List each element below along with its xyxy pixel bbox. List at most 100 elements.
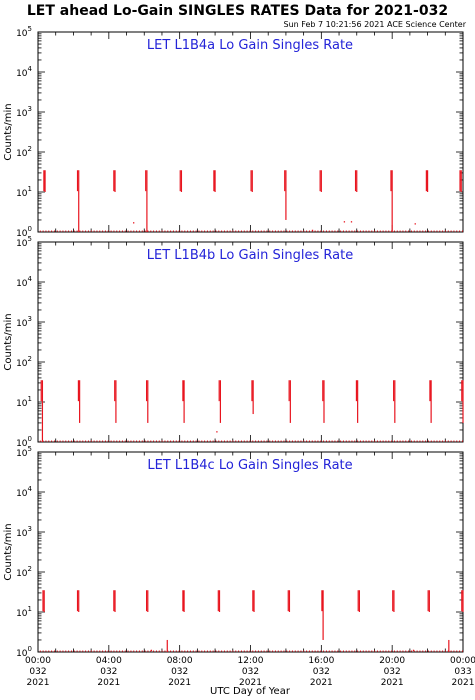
baseline-point xyxy=(90,230,92,232)
baseline-point xyxy=(314,650,316,652)
baseline-point xyxy=(340,230,342,232)
isolated-point xyxy=(412,649,415,652)
baseline-point xyxy=(59,650,61,652)
isolated-point xyxy=(414,223,416,225)
baseline-point xyxy=(226,650,228,652)
baseline-point xyxy=(147,650,149,652)
baseline-point xyxy=(323,440,325,442)
baseline-point xyxy=(430,230,432,232)
baseline-point xyxy=(331,230,333,232)
baseline-point xyxy=(456,650,458,652)
baseline-point xyxy=(453,230,455,232)
baseline-point xyxy=(141,440,143,442)
baseline-point xyxy=(235,650,237,652)
baseline-point xyxy=(48,650,50,652)
baseline-point xyxy=(59,440,61,442)
y-tick-label: 104 xyxy=(16,485,32,499)
baseline-point xyxy=(283,650,285,652)
baseline-point xyxy=(158,230,160,232)
baseline-point xyxy=(172,440,174,442)
baseline-point xyxy=(314,440,316,442)
baseline-point xyxy=(303,650,305,652)
baseline-point xyxy=(229,650,231,652)
baseline-point xyxy=(436,440,438,442)
figure-title: LET ahead Lo-Gain SINGLES RATES Data for… xyxy=(27,3,448,19)
baseline-point xyxy=(294,650,296,652)
baseline-point xyxy=(96,230,98,232)
baseline-point xyxy=(187,230,189,232)
baseline-point xyxy=(136,650,138,652)
baseline-point xyxy=(73,230,75,232)
panel-title: LET L1B4b Lo Gain Singles Rate xyxy=(147,248,353,263)
baseline-point xyxy=(107,230,109,232)
baseline-point xyxy=(260,440,262,442)
baseline-point xyxy=(433,650,435,652)
baseline-point xyxy=(348,650,350,652)
baseline-point xyxy=(306,230,308,232)
baseline-point xyxy=(447,230,449,232)
baseline-point xyxy=(413,440,415,442)
baseline-point xyxy=(172,230,174,232)
baseline-point xyxy=(243,230,245,232)
baseline-point xyxy=(172,650,174,652)
baseline-point xyxy=(161,230,163,232)
panel-1: 100 101 102 103 104 105 Counts/min LET L1B4a Lo… xyxy=(3,25,464,239)
baseline-point xyxy=(337,440,339,442)
baseline-point xyxy=(461,440,463,442)
baseline-point xyxy=(93,440,95,442)
baseline-point xyxy=(328,230,330,232)
panel-title: LET L1B4a Lo Gain Singles Rate xyxy=(147,38,353,53)
baseline-point xyxy=(439,440,441,442)
baseline-point xyxy=(155,230,157,232)
baseline-point xyxy=(121,230,123,232)
baseline-point xyxy=(246,650,248,652)
baseline-point xyxy=(110,440,112,442)
baseline-point xyxy=(133,440,135,442)
baseline-point xyxy=(226,440,228,442)
baseline-point xyxy=(376,650,378,652)
baseline-point xyxy=(181,230,183,232)
baseline-point xyxy=(280,650,282,652)
baseline-point xyxy=(456,440,458,442)
baseline-point xyxy=(374,230,376,232)
baseline-point xyxy=(272,230,274,232)
baseline-point xyxy=(127,650,129,652)
baseline-point xyxy=(158,650,160,652)
baseline-point xyxy=(53,440,55,442)
baseline-point xyxy=(255,650,257,652)
baseline-point xyxy=(430,440,432,442)
baseline-point xyxy=(184,230,186,232)
baseline-point xyxy=(283,440,285,442)
baseline-point xyxy=(416,440,418,442)
baseline-point xyxy=(425,650,427,652)
baseline-point xyxy=(354,440,356,442)
baseline-point xyxy=(170,650,172,652)
baseline-point xyxy=(374,440,376,442)
baseline-point xyxy=(385,230,387,232)
baseline-point xyxy=(218,230,220,232)
baseline-point xyxy=(59,230,61,232)
baseline-point xyxy=(257,230,259,232)
baseline-point xyxy=(65,440,67,442)
baseline-point xyxy=(189,440,191,442)
x-tick-year: 2021 xyxy=(381,678,404,688)
baseline-point xyxy=(425,230,427,232)
baseline-point xyxy=(153,440,155,442)
baseline-point xyxy=(127,230,129,232)
baseline-point xyxy=(62,440,64,442)
baseline-point xyxy=(76,440,78,442)
baseline-point xyxy=(167,440,169,442)
baseline-point xyxy=(79,230,81,232)
panel-3: 100 101 102 103 104 105 Counts/min LET L1B4c Lo… xyxy=(3,445,464,659)
baseline-point xyxy=(402,440,404,442)
baseline-point xyxy=(206,650,208,652)
baseline-point xyxy=(453,440,455,442)
baseline-point xyxy=(354,230,356,232)
baseline-point xyxy=(232,230,234,232)
baseline-point xyxy=(274,650,276,652)
baseline-point xyxy=(232,440,234,442)
baseline-point xyxy=(76,650,78,652)
baseline-point xyxy=(365,650,367,652)
x-tick-day: 032 xyxy=(100,667,117,677)
baseline-point xyxy=(136,440,138,442)
